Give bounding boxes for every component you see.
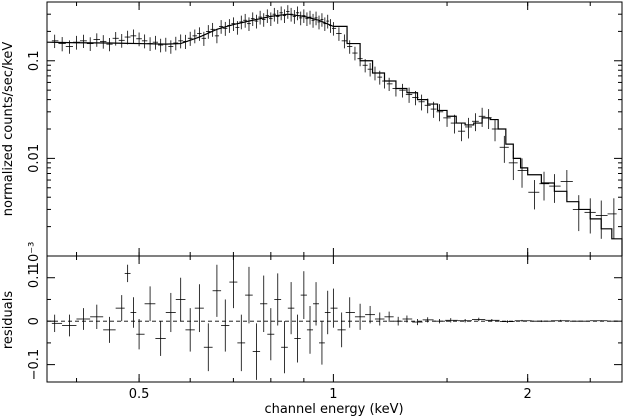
spectrum-y-tick-labels: 10⁻³ 0.01 0.1 — [27, 50, 42, 270]
spectrum-ticks — [47, 1, 622, 257]
spectrum-y-axis-title: normalized counts/sec/keV — [1, 42, 16, 217]
spectrum-model-line — [46, 13, 623, 256]
y-tick-label: 0.1 — [27, 267, 42, 288]
y-tick-label: 0 — [27, 317, 42, 325]
y-tick-label: 0.1 — [27, 50, 42, 71]
y-tick-label: 0.01 — [27, 144, 42, 173]
residuals-y-tick-labels: −0.1 0 0.1 — [27, 267, 42, 380]
y-tick-label: 10⁻³ — [27, 242, 42, 271]
residuals-y-axis-title: residuals — [1, 291, 16, 350]
x-axis-title: channel energy (keV) — [264, 402, 403, 417]
x-tick-label: 2 — [524, 387, 532, 402]
x-tick-label: 1 — [329, 387, 337, 402]
residuals-panel-frame — [46, 255, 623, 383]
residuals-ticks — [47, 256, 622, 382]
residual-data-points — [51, 256, 617, 380]
spectrum-data-points — [51, 5, 617, 239]
x-tick-label: 0.5 — [129, 387, 150, 402]
x-tick-labels: 0.5 1 2 — [129, 387, 532, 402]
y-tick-label: −0.1 — [27, 349, 42, 381]
